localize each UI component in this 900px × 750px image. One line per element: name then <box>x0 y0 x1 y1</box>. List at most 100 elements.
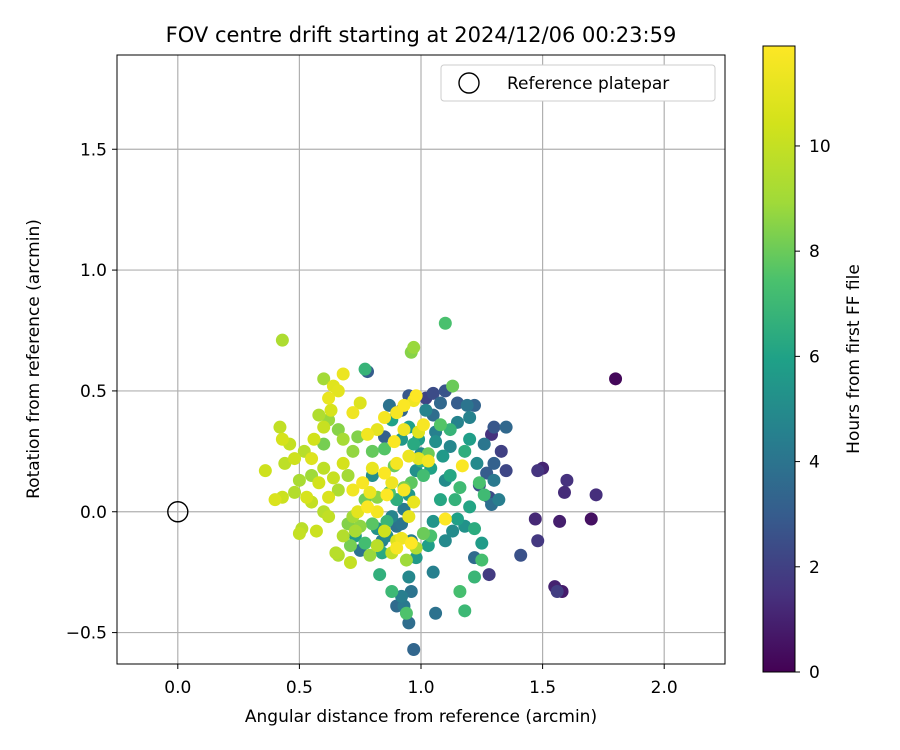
data-point <box>370 505 384 519</box>
data-point <box>436 449 450 463</box>
reference-point-marker <box>167 501 189 523</box>
colorbar-ticks: 0 2 4 6 8 10 <box>795 137 831 683</box>
data-point <box>407 340 421 354</box>
y-axis-label: Rotation from reference (arcmin) <box>24 219 44 499</box>
reference-marker <box>167 501 189 523</box>
data-point <box>390 456 404 470</box>
data-point <box>419 403 433 417</box>
data-point <box>331 423 345 437</box>
data-point <box>336 432 350 446</box>
data-point <box>373 568 387 582</box>
data-point <box>448 493 462 507</box>
legend-box <box>440 64 716 102</box>
data-point <box>324 403 338 417</box>
colorbar: 0 2 4 6 8 10 Hours from first FF file <box>762 45 864 683</box>
data-point <box>336 529 350 543</box>
data-point <box>397 398 411 412</box>
data-point <box>407 643 421 656</box>
data-point <box>487 456 501 470</box>
data-point <box>531 534 545 548</box>
data-point <box>399 553 413 567</box>
data-point <box>550 585 564 598</box>
data-point <box>416 469 430 482</box>
x-tick-label: 1.0 <box>407 678 434 698</box>
data-point <box>426 386 440 400</box>
data-point <box>278 456 292 470</box>
data-point <box>312 408 326 422</box>
colorbar-tick-label: 8 <box>809 242 820 262</box>
data-point <box>463 432 477 446</box>
data-point <box>426 565 440 579</box>
y-tick-label: 1.0 <box>80 261 107 281</box>
data-point <box>292 473 306 487</box>
data-point <box>365 444 379 458</box>
data-point <box>482 568 496 582</box>
data-point <box>326 471 340 485</box>
data-point <box>443 440 457 453</box>
data-point <box>329 546 343 560</box>
data-point <box>378 524 392 538</box>
colorbar-gradient <box>763 46 795 672</box>
data-point <box>560 473 574 487</box>
data-point <box>275 432 289 446</box>
data-point <box>312 476 326 490</box>
x-tick-label: 0.0 <box>164 678 191 698</box>
data-point <box>460 398 474 412</box>
data-point <box>288 485 302 499</box>
data-point <box>268 493 282 507</box>
data-point <box>455 459 469 473</box>
data-point <box>370 423 384 437</box>
axis-ticks: 0.0 0.5 1.0 1.5 2.0 −0.5 0.0 0.5 1.0 1.5 <box>66 140 678 698</box>
data-point <box>309 524 323 538</box>
data-point <box>453 481 467 495</box>
data-point <box>487 420 501 434</box>
data-point <box>421 454 435 468</box>
data-point <box>453 585 467 598</box>
data-point <box>438 316 452 330</box>
data-point <box>450 512 464 526</box>
data-point <box>348 524 362 538</box>
colorbar-label: Hours from first FF file <box>844 264 864 454</box>
data-point <box>336 456 350 470</box>
data-point <box>317 420 331 434</box>
data-point <box>317 461 331 475</box>
colorbar-tick-label: 4 <box>809 453 820 473</box>
data-point <box>528 512 542 526</box>
data-point <box>307 432 321 446</box>
x-tick-label: 0.5 <box>286 678 313 698</box>
data-point <box>378 466 392 480</box>
data-point <box>433 493 447 507</box>
x-axis-label: Angular distance from reference (arcmin) <box>245 707 597 727</box>
data-point <box>412 452 426 466</box>
data-point <box>378 442 392 456</box>
data-point <box>399 606 413 620</box>
colorbar-tick-label: 10 <box>809 137 831 157</box>
x-tick-label: 1.5 <box>529 678 556 698</box>
data-point <box>300 490 314 504</box>
data-point <box>273 420 287 434</box>
data-point <box>365 517 379 531</box>
grid <box>117 55 725 664</box>
data-point <box>416 527 430 540</box>
data-point <box>426 514 440 528</box>
data-point <box>317 437 331 451</box>
data-point <box>343 539 357 553</box>
data-point <box>499 464 513 478</box>
data-point <box>463 411 477 424</box>
data-point <box>450 396 464 410</box>
data-point <box>433 418 447 432</box>
data-point <box>407 437 421 451</box>
data-point <box>492 493 506 507</box>
data-point <box>346 483 360 497</box>
data-point <box>331 384 345 398</box>
data-point <box>446 524 460 538</box>
data-point <box>341 469 355 482</box>
data-point <box>404 585 418 598</box>
data-point <box>553 514 567 528</box>
data-point <box>322 391 336 405</box>
data-point <box>387 435 401 449</box>
data-point <box>514 548 528 562</box>
data-point <box>385 585 399 598</box>
data-point <box>378 411 392 424</box>
data-point <box>370 539 384 553</box>
